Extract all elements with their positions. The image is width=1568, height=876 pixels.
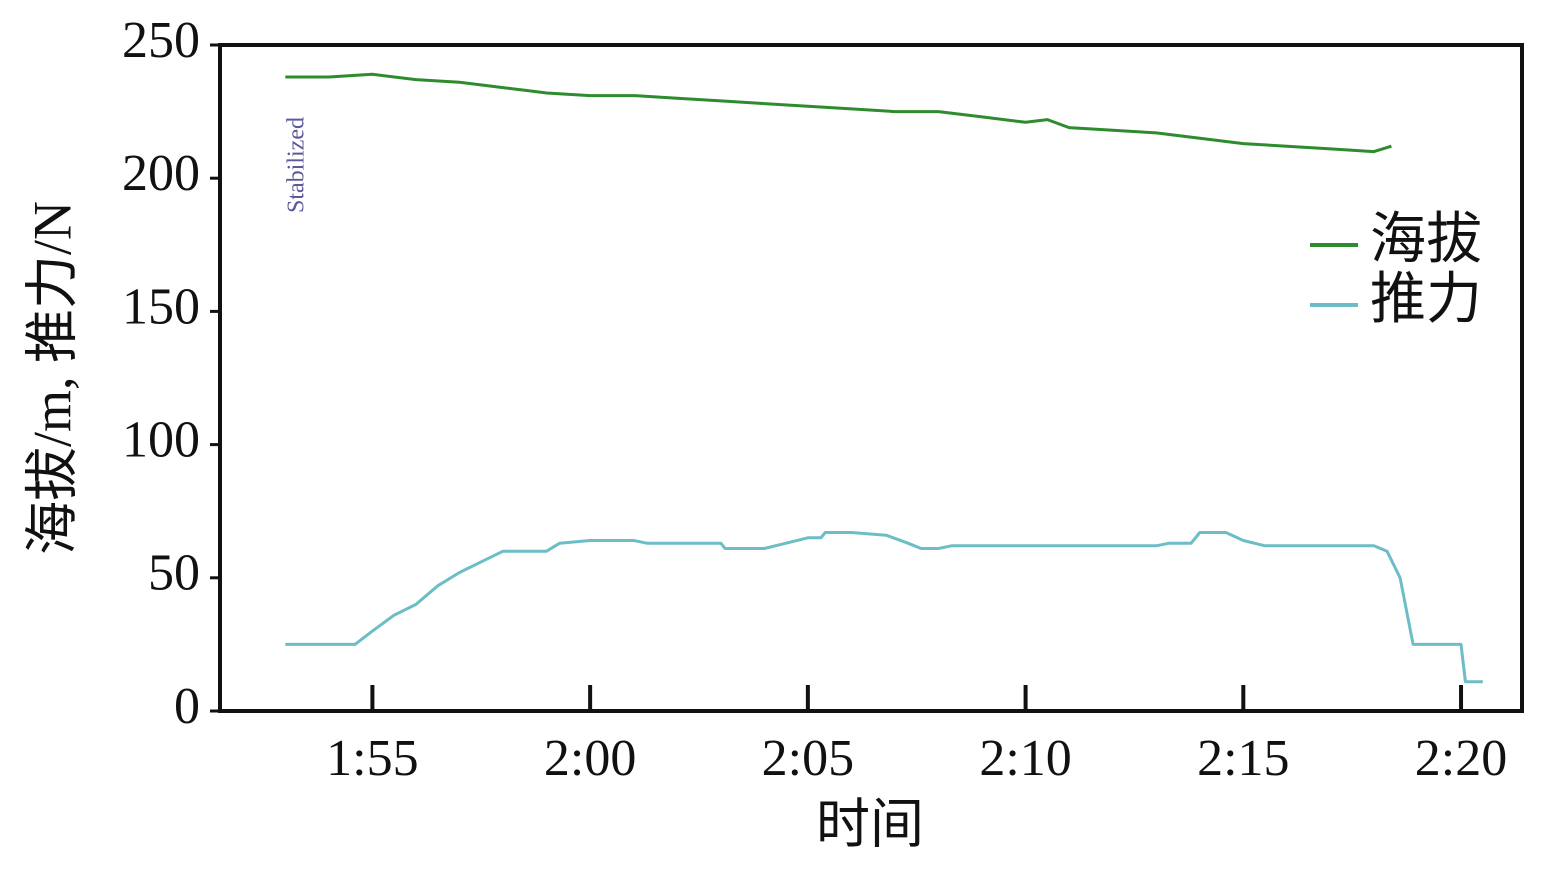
x-tick-label: 2:15	[1197, 730, 1289, 787]
plot-frame	[218, 43, 1524, 713]
y-tick-label: 100	[122, 412, 200, 469]
y-tick-label: 250	[122, 12, 200, 69]
legend-label: 推力	[1370, 269, 1482, 331]
x-tick-label: 2:05	[762, 730, 854, 787]
x-tick-label: 2:20	[1415, 730, 1507, 787]
y-axis-label: 海拔/m, 推力/N	[22, 201, 82, 555]
x-tick-label: 2:10	[979, 730, 1071, 787]
y-tick-label: 50	[148, 545, 200, 602]
x-tick-label: 1:55	[326, 730, 418, 787]
legend-label: 海拔	[1370, 209, 1482, 271]
y-tick-label: 0	[174, 678, 200, 735]
annotation: Stabilized	[284, 117, 310, 213]
series-line	[285, 72, 1392, 154]
y-tick-label: 150	[122, 278, 200, 335]
x-axis-label: 时间	[816, 794, 924, 854]
x-tick-label: 2:00	[544, 730, 636, 787]
y-tick-label: 200	[122, 145, 200, 202]
series-line	[285, 531, 1483, 684]
